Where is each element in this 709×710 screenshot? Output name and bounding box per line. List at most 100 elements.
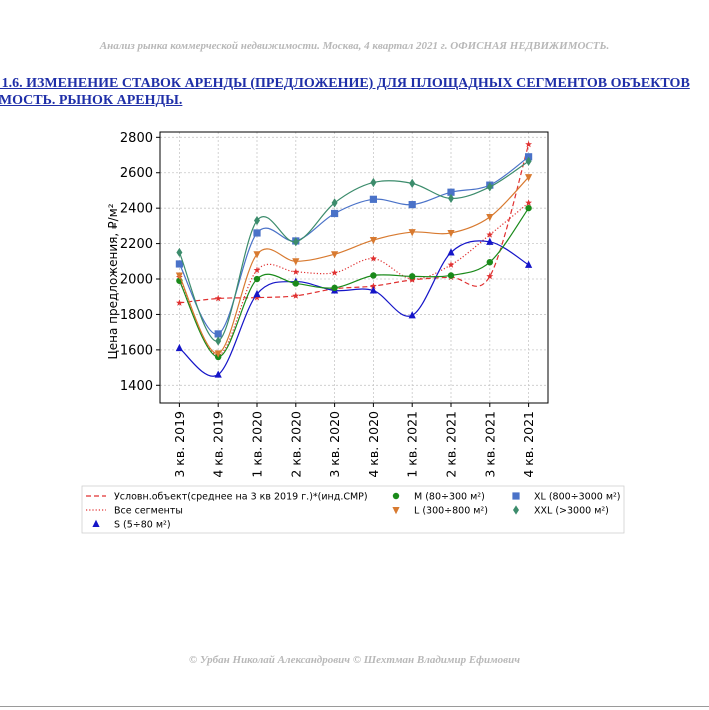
- data-point-0-2: [253, 294, 261, 301]
- data-point-0-3: [292, 292, 300, 299]
- data-point-4-6: [408, 229, 416, 237]
- legend-marker-4: [392, 507, 400, 515]
- data-point-2-8: [486, 237, 494, 245]
- data-point-5-0: [175, 260, 183, 268]
- data-point-1-4: [331, 269, 339, 276]
- legend: Условн.объект(среднее на 3 кв 2019 г.)*(…: [81, 485, 625, 534]
- data-point-3-5: [370, 272, 377, 279]
- series-line-4: [178, 176, 530, 354]
- legend-box: [81, 485, 625, 534]
- data-point-4-4: [331, 251, 339, 259]
- data-point-3-6: [409, 273, 416, 280]
- x-tick-label-3: 2 кв. 2020: [288, 411, 303, 478]
- data-point-2-9: [525, 260, 533, 268]
- data-point-2-0: [175, 343, 183, 352]
- data-point-1-2: [253, 266, 261, 274]
- data-point-0-8: [486, 272, 494, 280]
- legend-label-5: XL (800÷3000 м²): [534, 492, 621, 503]
- series-line-0: [179, 144, 530, 304]
- data-point-6-2: [254, 215, 260, 226]
- x-tick-label-9: 4 кв. 2021: [521, 411, 536, 478]
- data-point-4-5: [369, 237, 377, 245]
- x-tick-label-5: 4 кв. 2020: [366, 411, 381, 478]
- data-point-2-7: [447, 248, 455, 256]
- data-point-3-7: [447, 272, 455, 279]
- x-tick-label-7: 2 кв. 2021: [444, 411, 459, 478]
- data-point-4-3: [292, 258, 300, 266]
- x-tick-label-8: 3 кв. 2021: [482, 411, 497, 478]
- series-4: [175, 174, 533, 358]
- data-point-2-2: [253, 289, 261, 298]
- series-5: [175, 153, 533, 338]
- page-footer: © Урбан Николай Александрович © Шехтман …: [188, 654, 520, 666]
- legend-label-0: Условн.объект(среднее на 3 кв 2019 г.)*(…: [114, 492, 368, 503]
- series-line-3: [178, 207, 530, 358]
- data-point-0-0: [175, 299, 183, 306]
- data-point-3-9: [525, 204, 532, 212]
- data-point-0-1: [214, 294, 222, 302]
- y-tick-label-4: 2200: [120, 237, 153, 252]
- x-tick-label-1: 4 кв. 2019: [211, 411, 226, 478]
- legend-label-6: XXL (>3000 м²): [534, 506, 609, 517]
- series-line-5: [178, 156, 529, 335]
- legend-marker-2: [92, 519, 100, 527]
- data-point-4-1: [214, 350, 222, 358]
- data-point-1-3: [292, 268, 300, 275]
- data-point-6-6: [409, 178, 416, 188]
- data-point-1-8: [486, 231, 494, 238]
- series-line-2: [179, 240, 529, 377]
- y-tick-label-1: 1600: [120, 343, 153, 358]
- data-point-3-4: [331, 284, 338, 292]
- legend-label-2: S (5÷80 м²): [114, 520, 171, 531]
- data-point-5-1: [214, 330, 222, 338]
- legend-marker-3: [392, 492, 400, 500]
- series-2: [175, 237, 533, 378]
- data-point-1-7: [447, 261, 455, 268]
- data-point-4-8: [486, 214, 494, 222]
- figure-title: К 1.6. ИЗМЕНЕНИЕ СТАВОК АРЕНДЫ (ПРЕДЛОЖЕ…: [0, 75, 709, 109]
- data-point-0-9: [525, 140, 533, 148]
- legend-label-4: L (300÷800 м²): [414, 506, 488, 517]
- data-point-5-7: [447, 188, 455, 196]
- data-point-6-8: [486, 182, 493, 192]
- data-point-5-2: [253, 229, 261, 237]
- data-point-4-0: [175, 272, 183, 280]
- data-point-1-5: [369, 255, 377, 262]
- legend-label-1: Все сегменты: [114, 506, 183, 517]
- data-point-3-8: [486, 258, 493, 266]
- page-header: Анализ рынка коммерческой недвижимости. …: [99, 40, 610, 52]
- legend-marker-5: [512, 492, 520, 500]
- y-tick-label-2: 1800: [120, 308, 153, 323]
- data-point-4-9: [525, 174, 533, 182]
- legend-marker-6: [513, 505, 519, 515]
- figure-title-line-1: К 1.6. ИЗМЕНЕНИЕ СТАВОК АРЕНДЫ (ПРЕДЛОЖЕ…: [0, 76, 690, 91]
- data-point-3-2: [253, 275, 261, 283]
- y-tick-label-6: 2600: [120, 166, 153, 181]
- rent-rate-chart: 1400 1600 1800 2000 2200 2400 2600 2800 3 кв. 20…: [81, 131, 625, 534]
- data-point-0-5: [369, 282, 377, 290]
- y-tick-label-5: 2400: [120, 202, 153, 217]
- data-point-1-9: [525, 199, 533, 206]
- data-point-6-5: [370, 177, 377, 188]
- data-point-6-3: [292, 237, 299, 247]
- x-tick-label-4: 3 кв. 2020: [327, 411, 342, 478]
- data-point-5-6: [408, 201, 416, 209]
- data-point-4-7: [447, 229, 455, 238]
- data-point-6-1: [215, 336, 222, 346]
- y-axis-label: Цена предложения, ₽/м²: [106, 203, 120, 359]
- y-tick-label-0: 1400: [120, 379, 153, 394]
- data-point-4-2: [253, 251, 261, 259]
- x-tick-label-2: 1 кв. 2020: [250, 411, 265, 478]
- series-3: [176, 204, 532, 361]
- plot-frame: [159, 131, 549, 404]
- data-point-6-9: [525, 156, 532, 166]
- data-point-6-7: [448, 193, 454, 204]
- series-6: [176, 156, 532, 346]
- figure-title-line-2: ИМОСТЬ. РЫНОК АРЕНДЫ.: [0, 93, 183, 108]
- data-point-5-5: [369, 195, 377, 203]
- data-point-6-4: [331, 198, 338, 208]
- y-tick-label-3: 2000: [120, 273, 153, 288]
- data-point-2-1: [214, 370, 222, 378]
- data-point-5-4: [331, 209, 339, 218]
- x-tick-label-6: 1 кв. 2021: [405, 411, 420, 478]
